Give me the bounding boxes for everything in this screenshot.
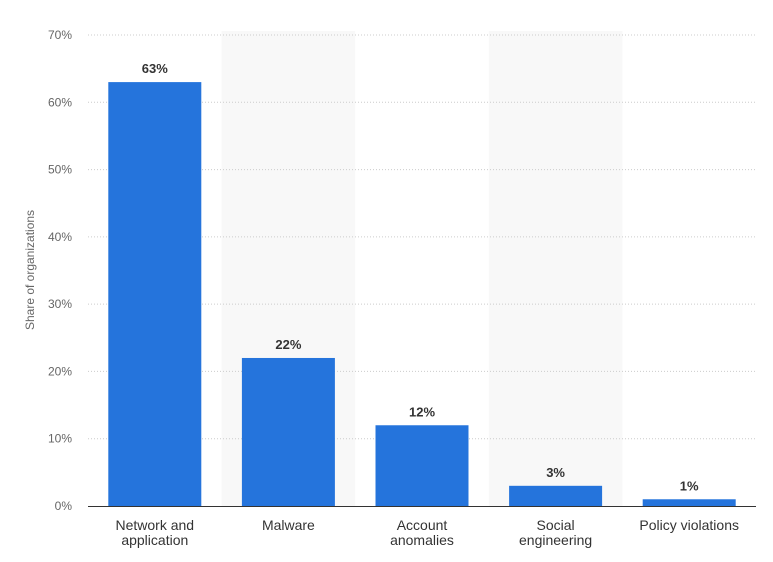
y-tick-label: 20% (48, 364, 72, 378)
y-tick-label: 70% (48, 28, 72, 42)
x-tick-label: Account anomalies (390, 517, 454, 548)
bar (642, 499, 736, 506)
x-axis-labels: Network and application Malware Account anom… (116, 517, 740, 548)
x-tick-label: Network and application (116, 517, 195, 548)
bar (108, 82, 202, 506)
bar (375, 425, 469, 506)
value-labels: 63% 22% 12% 3% 1% (142, 61, 699, 493)
value-label: 3% (546, 465, 565, 480)
y-tick-label: 50% (48, 163, 72, 177)
background-band (488, 31, 623, 506)
y-tick-label: 30% (48, 297, 72, 311)
y-tick-label: 40% (48, 230, 72, 244)
x-tick-label: Social engineering (519, 517, 592, 548)
y-tick-label: 10% (48, 432, 72, 446)
y-tick-label: 60% (48, 95, 72, 109)
value-label: 12% (409, 404, 435, 419)
bar (241, 357, 335, 506)
x-tick-label: Policy violations (639, 517, 739, 533)
y-tick-label: 0% (55, 499, 73, 513)
value-label: 63% (142, 61, 168, 76)
bars (108, 82, 736, 506)
value-label: 1% (680, 478, 699, 493)
y-axis-ticks: 0% 10% 20% 30% 40% 50% 60% 70% (48, 28, 72, 513)
y-axis-title: Share of organizations (23, 210, 37, 330)
x-tick-label: Malware (262, 517, 315, 533)
value-label: 22% (275, 337, 301, 352)
bar (509, 485, 603, 506)
